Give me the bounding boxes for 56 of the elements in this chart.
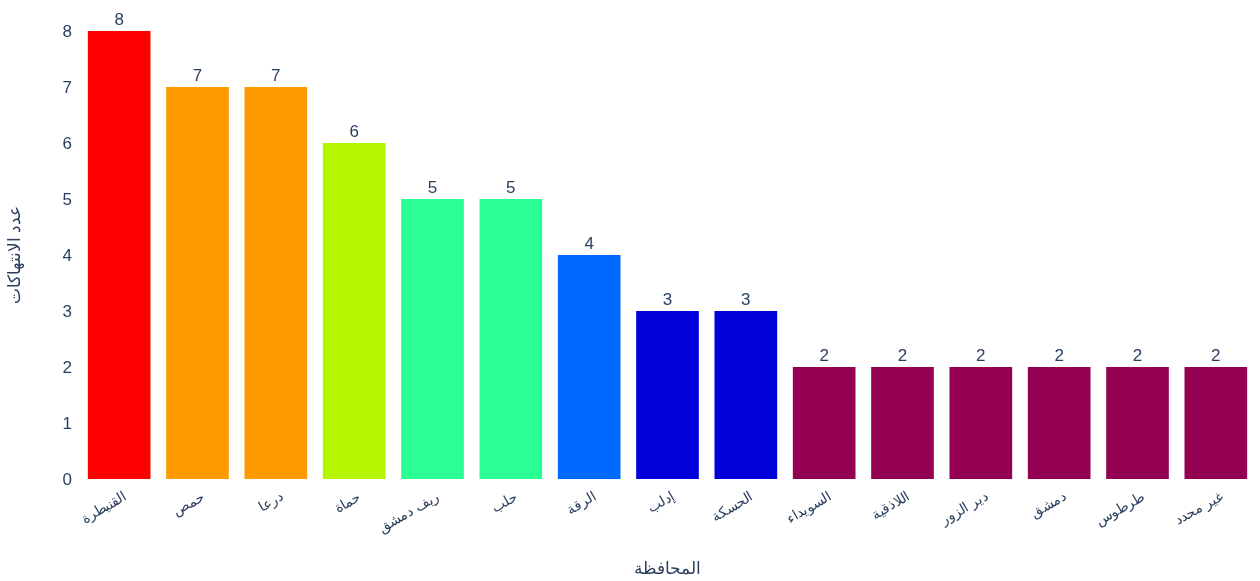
bar [401,199,464,479]
y-tick-label: 8 [62,22,72,41]
bar [1106,367,1169,479]
x-tick-label: حماة [331,487,364,516]
x-tick-label: إدلب [644,487,678,517]
x-tick-label: اللاذقية [868,487,912,523]
y-tick-label: 2 [62,358,72,377]
bar [792,367,856,479]
data-label: 2 [897,346,908,365]
x-tick-label: درعا [255,487,286,515]
y-tick-label: 1 [62,414,72,433]
x-tick-label: حمص [169,487,208,520]
y-tick-label: 5 [62,190,72,209]
data-label: 2 [819,346,829,365]
bar [871,367,934,479]
data-label: 7 [192,66,203,85]
bar [244,87,308,479]
y-axis-title: عدد الانتهاكات [5,205,25,305]
bar [322,143,386,479]
x-tick-label: الرقة [563,487,600,518]
bar [636,311,699,479]
data-label: 3 [741,290,751,309]
data-label: 8 [114,10,124,29]
data-label: 2 [1211,346,1221,365]
bar [1027,367,1091,479]
y-tick-label: 6 [62,134,72,153]
bar [1184,367,1248,479]
x-tick-label: غير محدد [1171,487,1226,529]
data-label: 5 [427,178,438,197]
bar [949,367,1013,479]
data-label: 7 [271,66,281,85]
x-tick-label: السويداء [783,487,835,527]
x-tick-label: دير الزور [936,487,991,529]
data-label: 2 [1054,346,1064,365]
x-tick-label: الحسكة [708,487,756,525]
x-tick-label: القنيطرة [78,487,130,527]
data-label: 2 [1132,346,1143,365]
x-tick-label: ريف دمشق [375,487,443,537]
bar [714,311,778,479]
x-axis-title: المحافظة [634,559,701,578]
data-label: 2 [976,346,986,365]
y-tick-label: 3 [62,302,72,321]
data-label: 5 [506,178,516,197]
x-tick-label: طرطوس [1092,487,1148,530]
y-tick-label: 0 [62,470,72,489]
bar [557,255,621,479]
data-label: 3 [662,290,673,309]
y-tick-label: 7 [62,78,72,97]
x-tick-label: دمشق [1027,487,1070,522]
bar [87,31,151,479]
y-tick-label: 4 [62,246,72,265]
data-label: 6 [349,122,359,141]
bar [479,199,543,479]
bar [166,87,229,479]
x-tick-label: حلب [488,487,521,516]
data-label: 4 [584,234,594,253]
